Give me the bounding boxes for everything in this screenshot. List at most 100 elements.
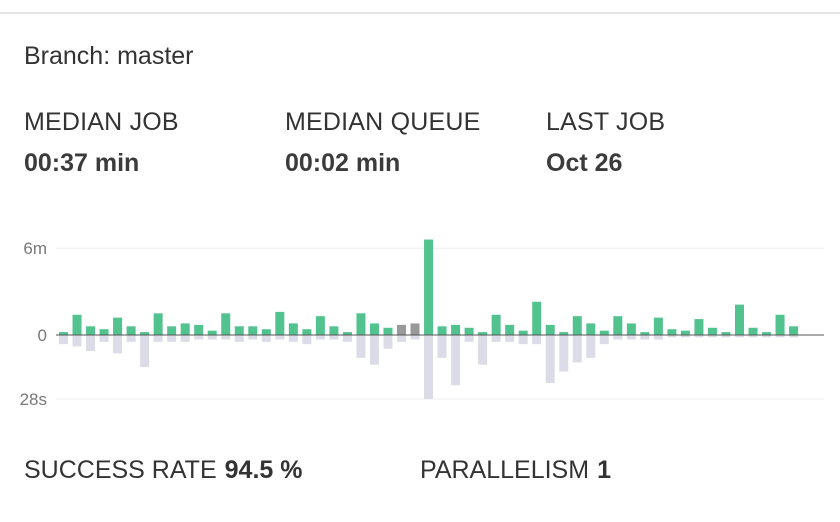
job-bar[interactable] bbox=[613, 316, 623, 335]
queue-bar[interactable] bbox=[451, 335, 461, 386]
queue-bar[interactable] bbox=[775, 335, 785, 338]
queue-bar[interactable] bbox=[302, 335, 312, 345]
job-bar[interactable] bbox=[397, 324, 406, 335]
job-bar[interactable] bbox=[478, 332, 488, 335]
job-bar[interactable] bbox=[167, 326, 177, 335]
job-bar[interactable] bbox=[721, 332, 731, 335]
job-bar[interactable] bbox=[437, 326, 447, 335]
job-bar[interactable] bbox=[789, 326, 799, 335]
queue-bar[interactable] bbox=[59, 335, 68, 345]
job-bar[interactable] bbox=[261, 329, 271, 335]
queue-bar[interactable] bbox=[505, 335, 515, 342]
job-bar[interactable] bbox=[518, 330, 528, 335]
job-bar[interactable] bbox=[356, 313, 366, 335]
queue-bar[interactable] bbox=[369, 335, 379, 365]
queue-bar[interactable] bbox=[478, 335, 488, 365]
job-bar[interactable] bbox=[315, 316, 325, 335]
queue-bar[interactable] bbox=[437, 335, 447, 358]
queue-bar[interactable] bbox=[275, 335, 285, 340]
queue-bar[interactable] bbox=[599, 335, 609, 345]
job-bar[interactable] bbox=[599, 330, 609, 335]
job-bar[interactable] bbox=[410, 323, 420, 335]
job-bar[interactable] bbox=[99, 329, 109, 335]
job-bar[interactable] bbox=[288, 323, 298, 335]
queue-bar[interactable] bbox=[748, 335, 758, 338]
job-bar[interactable] bbox=[586, 323, 596, 335]
job-bar[interactable] bbox=[59, 332, 68, 335]
job-bar[interactable] bbox=[221, 313, 231, 335]
job-bar[interactable] bbox=[707, 327, 717, 335]
queue-bar[interactable] bbox=[464, 335, 474, 342]
queue-bar[interactable] bbox=[667, 335, 677, 338]
queue-bar[interactable] bbox=[140, 335, 150, 367]
queue-bar[interactable] bbox=[234, 335, 244, 342]
job-bar[interactable] bbox=[505, 324, 515, 335]
queue-bar[interactable] bbox=[532, 335, 542, 345]
job-bar[interactable] bbox=[451, 324, 461, 335]
queue-bar[interactable] bbox=[342, 335, 352, 342]
job-bar[interactable] bbox=[369, 323, 379, 335]
job-bar[interactable] bbox=[748, 327, 758, 335]
job-bar[interactable] bbox=[194, 324, 204, 335]
queue-bar[interactable] bbox=[707, 335, 717, 338]
job-bar[interactable] bbox=[234, 326, 244, 335]
queue-bar[interactable] bbox=[153, 335, 163, 342]
job-bar[interactable] bbox=[545, 324, 555, 335]
queue-bar[interactable] bbox=[180, 335, 190, 342]
queue-bar[interactable] bbox=[261, 335, 271, 342]
job-bar[interactable] bbox=[86, 326, 96, 335]
queue-bar[interactable] bbox=[383, 335, 393, 349]
job-bar[interactable] bbox=[140, 332, 150, 335]
job-bar[interactable] bbox=[113, 317, 123, 335]
queue-bar[interactable] bbox=[113, 335, 123, 354]
job-bar[interactable] bbox=[302, 329, 312, 335]
queue-bar[interactable] bbox=[207, 335, 217, 340]
job-bar[interactable] bbox=[572, 316, 582, 335]
queue-bar[interactable] bbox=[545, 335, 555, 383]
queue-bar[interactable] bbox=[288, 335, 298, 342]
job-bar[interactable] bbox=[329, 326, 339, 335]
queue-bar[interactable] bbox=[559, 335, 569, 372]
job-bar[interactable] bbox=[735, 304, 744, 335]
job-bar[interactable] bbox=[383, 327, 393, 335]
queue-bar[interactable] bbox=[126, 335, 136, 342]
queue-bar[interactable] bbox=[680, 335, 690, 338]
queue-bar[interactable] bbox=[586, 335, 596, 358]
queue-bar[interactable] bbox=[518, 335, 528, 345]
job-bar[interactable] bbox=[680, 330, 690, 335]
queue-bar[interactable] bbox=[640, 335, 650, 340]
job-bar[interactable] bbox=[532, 301, 542, 335]
job-bar[interactable] bbox=[248, 326, 258, 335]
queue-bar[interactable] bbox=[626, 335, 636, 340]
queue-bar[interactable] bbox=[315, 335, 325, 340]
job-bar[interactable] bbox=[694, 319, 704, 335]
queue-bar[interactable] bbox=[424, 335, 434, 399]
queue-bar[interactable] bbox=[248, 335, 258, 340]
job-bar[interactable] bbox=[342, 332, 352, 335]
job-bar[interactable] bbox=[153, 313, 163, 335]
queue-bar[interactable] bbox=[99, 335, 109, 342]
queue-bar[interactable] bbox=[397, 335, 406, 342]
job-bar[interactable] bbox=[424, 239, 434, 335]
queue-bar[interactable] bbox=[762, 335, 772, 338]
job-bar[interactable] bbox=[275, 311, 285, 335]
job-bar[interactable] bbox=[72, 314, 82, 335]
queue-bar[interactable] bbox=[410, 335, 420, 340]
job-bar[interactable] bbox=[626, 323, 636, 335]
job-bar[interactable] bbox=[667, 329, 677, 335]
queue-bar[interactable] bbox=[735, 335, 744, 338]
queue-bar[interactable] bbox=[721, 335, 731, 338]
queue-bar[interactable] bbox=[194, 335, 204, 340]
queue-bar[interactable] bbox=[491, 335, 501, 342]
job-bar[interactable] bbox=[775, 314, 785, 335]
queue-bar[interactable] bbox=[356, 335, 366, 358]
job-bar[interactable] bbox=[640, 332, 650, 335]
queue-bar[interactable] bbox=[329, 335, 339, 340]
job-bar[interactable] bbox=[653, 317, 663, 335]
queue-bar[interactable] bbox=[653, 335, 663, 340]
queue-bar[interactable] bbox=[167, 335, 177, 342]
job-bar[interactable] bbox=[559, 332, 569, 335]
queue-bar[interactable] bbox=[572, 335, 582, 363]
job-bar[interactable] bbox=[762, 332, 772, 335]
queue-bar[interactable] bbox=[221, 335, 231, 340]
